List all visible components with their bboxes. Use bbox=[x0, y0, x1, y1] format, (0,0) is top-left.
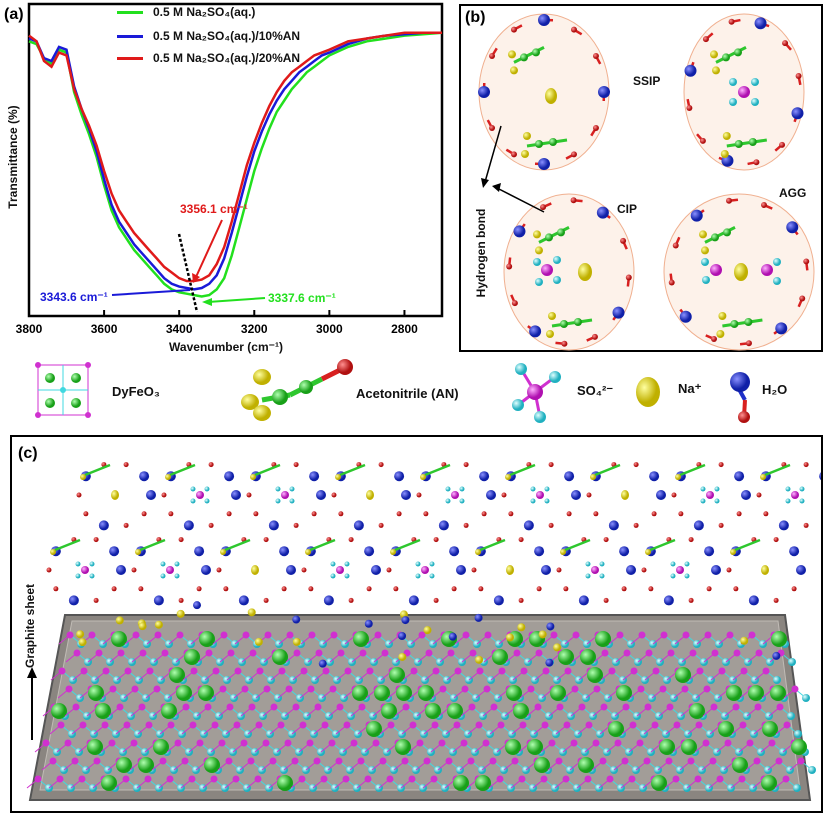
water-molecule bbox=[679, 310, 692, 323]
plot-frame bbox=[27, 2, 444, 318]
ssip-cluster-1 bbox=[478, 13, 610, 171]
x-tick-label: 3000 bbox=[316, 322, 343, 336]
red-arrow-head bbox=[192, 273, 200, 283]
dyfeo3-label: DyFeO₃ bbox=[112, 384, 160, 399]
water-molecule bbox=[529, 325, 542, 338]
ssip-label: SSIP bbox=[633, 74, 661, 88]
acetonitrile-icon bbox=[241, 359, 353, 421]
ftir-chart: 3800 3600 3400 3200 3000 2800 bbox=[16, 2, 444, 336]
water-molecule bbox=[612, 306, 625, 319]
hbond-arrow-1 bbox=[484, 125, 502, 183]
panel-a-label: (a) bbox=[4, 6, 24, 23]
legend-entry-1: 0.5 M Na₂SO₄(aq.) bbox=[153, 5, 256, 19]
x-tick-label: 3800 bbox=[16, 322, 43, 336]
peak-trend-line bbox=[177, 233, 199, 313]
series-line-3 bbox=[28, 31, 442, 283]
x-tick-label: 2800 bbox=[391, 322, 418, 336]
cip-label: CIP bbox=[617, 202, 638, 216]
blue-annotation-arrow bbox=[111, 289, 191, 296]
species-legend: DyFeO₃ Acetonitrile (AN) SO₄²⁻ Na⁺ H₂O bbox=[0, 355, 830, 435]
water-molecule bbox=[598, 86, 610, 98]
panel-c: (c) Graphite sheet bbox=[10, 435, 823, 813]
green-annotation-arrow bbox=[207, 297, 266, 303]
legend-icons bbox=[35, 359, 750, 423]
red-annotation-arrow bbox=[195, 219, 223, 278]
water-molecule bbox=[791, 107, 804, 120]
green-arrow-head bbox=[202, 298, 212, 306]
dyfeo3-icon bbox=[35, 362, 91, 418]
x-axis-label: Wavenumber (cm⁻¹) bbox=[169, 340, 283, 354]
sulfate-label: SO₄²⁻ bbox=[577, 383, 614, 398]
acetonitrile-label: Acetonitrile (AN) bbox=[356, 386, 459, 401]
water-molecule bbox=[478, 86, 490, 98]
cip-cluster bbox=[503, 193, 635, 351]
series-line-2 bbox=[28, 31, 442, 291]
graphite-sheet-label: Graphite sheet bbox=[23, 583, 37, 669]
panel-c-label: (c) bbox=[18, 445, 38, 462]
legend-swatch-green bbox=[117, 11, 143, 14]
water-label: H₂O bbox=[762, 382, 788, 397]
water-molecule bbox=[596, 206, 609, 219]
sodium-label: Na⁺ bbox=[678, 381, 702, 396]
agg-label: AGG bbox=[779, 186, 807, 200]
graphite-arrow-head bbox=[27, 667, 37, 678]
water-molecule bbox=[786, 221, 799, 234]
hbond-arrow-2 bbox=[496, 187, 545, 213]
agg-cluster bbox=[663, 193, 815, 351]
x-tick-label: 3200 bbox=[241, 322, 268, 336]
hydrogen-bond-label: Hydrogen bond bbox=[474, 208, 488, 298]
panel-b-label: (b) bbox=[465, 9, 486, 26]
annotation-green: 3337.6 cm⁻¹ bbox=[268, 291, 336, 305]
interface-simulation bbox=[26, 462, 821, 801]
x-tick-label: 3600 bbox=[91, 322, 118, 336]
hbond-arrow-head-1 bbox=[481, 178, 489, 188]
water-molecule bbox=[690, 209, 703, 222]
sulfate-icon bbox=[512, 363, 561, 423]
water-molecule bbox=[538, 14, 550, 26]
water-molecule bbox=[754, 17, 767, 30]
ssip-cluster-2 bbox=[683, 13, 805, 171]
water-molecule bbox=[513, 225, 526, 238]
hbond-arrow-head-2 bbox=[492, 183, 501, 192]
legend-swatch-red bbox=[117, 57, 143, 60]
annotation-blue: 3343.6 cm⁻¹ bbox=[40, 290, 108, 304]
panel-b: (b) SSIP CIP AGG Hydrogen bond bbox=[459, 4, 823, 352]
water-icon bbox=[730, 372, 750, 423]
y-axis-label: Transmittance (%) bbox=[6, 105, 20, 209]
sodium-icon bbox=[636, 377, 660, 407]
x-tick-label: 3400 bbox=[166, 322, 193, 336]
panel-a: 3800 3600 3400 3200 3000 2800 (a) Transmittan… bbox=[0, 0, 452, 360]
water-molecule bbox=[684, 64, 697, 77]
annotation-red: 3356.1 cm⁻¹ bbox=[180, 202, 248, 216]
solvation-structures bbox=[478, 13, 815, 351]
series-line-1 bbox=[28, 31, 443, 298]
legend-swatch-blue bbox=[117, 35, 143, 38]
water-molecule bbox=[538, 158, 550, 170]
legend-entry-3: 0.5 M Na₂SO₄(aq.)/20%AN bbox=[153, 51, 301, 65]
water-molecule bbox=[775, 322, 788, 335]
legend-entry-2: 0.5 M Na₂SO₄(aq.)/10%AN bbox=[153, 29, 301, 43]
